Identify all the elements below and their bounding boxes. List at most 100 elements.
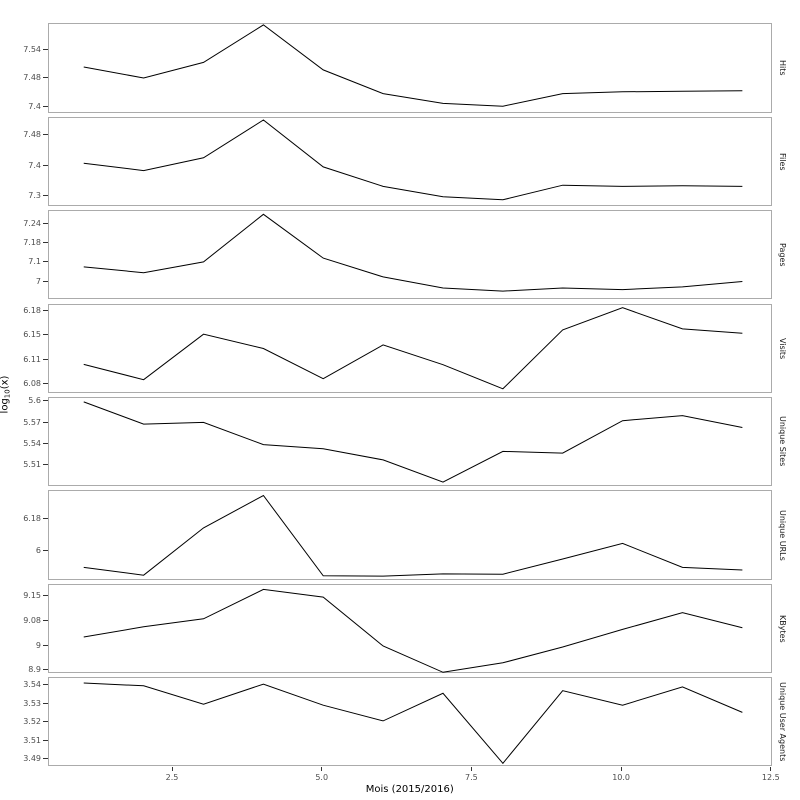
y-tick-label: 3.54 — [23, 680, 41, 690]
y-tick-label: 7.4 — [28, 102, 41, 112]
y-tick-label: 6.18 — [23, 306, 41, 316]
data-line-unique-urls — [83, 495, 742, 577]
y-tick-mark — [43, 358, 48, 360]
y-tick-label: 7.48 — [23, 130, 41, 139]
strip-label-unique-urls: Unique URLs — [778, 509, 787, 561]
y-tick-label: 3.52 — [23, 717, 41, 727]
y-tick-mark — [43, 382, 48, 384]
y-tick-label: 7.48 — [23, 73, 41, 83]
x-tick-mark — [171, 766, 173, 771]
y-tick-mark — [43, 443, 48, 444]
y-tick-label: 7.3 — [28, 191, 41, 200]
y-tick-label: 5.51 — [23, 460, 41, 470]
y-tick-mark — [43, 242, 48, 244]
y-tick-mark — [43, 550, 48, 551]
x-tick-label: 12.5 — [761, 773, 780, 782]
panel-unique-sites — [47, 396, 772, 487]
y-tick-label: 7.54 — [23, 44, 41, 54]
panel-kbytes — [47, 583, 772, 674]
strip-label-pages: Pages — [778, 243, 787, 267]
line-plot-unique-sites — [83, 401, 742, 483]
y-tick-mark — [43, 669, 48, 671]
data-line-pages — [83, 213, 742, 292]
y-tick-label: 9.08 — [23, 615, 41, 625]
y-tick-label: 3.53 — [23, 698, 41, 708]
y-tick-label: 3.51 — [23, 735, 41, 745]
y-tick-mark — [43, 517, 48, 519]
y-tick-mark — [43, 619, 48, 621]
y-tick-mark — [43, 106, 48, 108]
y-tick-label: 5.6 — [28, 396, 41, 406]
y-tick-label: 3.49 — [23, 754, 41, 764]
y-tick-mark — [43, 684, 48, 686]
y-tick-mark — [43, 739, 48, 741]
line-plot-visits — [83, 306, 742, 389]
panel-pages — [47, 210, 772, 300]
y-tick-mark — [43, 400, 48, 402]
data-line-kbytes — [83, 588, 742, 673]
y-tick-mark — [43, 48, 48, 50]
line-plot-files — [83, 119, 742, 200]
y-tick-label: 6 — [35, 546, 41, 555]
line-plot-kbytes — [83, 588, 742, 673]
y-tick-mark — [43, 222, 48, 224]
panel-visits — [47, 303, 772, 393]
y-tick-mark — [43, 702, 48, 704]
data-line-visits — [83, 306, 742, 389]
line-plot-hits — [83, 24, 742, 107]
strip-label-hits: Hits — [778, 60, 787, 76]
data-line-hits — [83, 24, 742, 107]
strip-label-files: Files — [778, 152, 787, 171]
y-tick-label: 6.08 — [23, 378, 41, 388]
data-line-files — [83, 119, 742, 200]
y-tick-mark — [43, 758, 48, 760]
y-tick-label: 5.57 — [23, 417, 41, 427]
y-tick-label: 7.18 — [23, 238, 41, 248]
y-tick-label: 7.4 — [28, 160, 41, 170]
line-plot-unique-urls — [83, 495, 742, 577]
strip-label-unique-sites: Unique Sites — [778, 416, 787, 467]
y-tick-mark — [43, 195, 48, 196]
y-tick-mark — [43, 164, 48, 166]
line-plot-unique-user-agents — [83, 682, 743, 765]
x-tick-label: 7.5 — [465, 773, 478, 782]
y-tick-mark — [43, 134, 48, 135]
data-line-unique-sites — [83, 401, 742, 483]
x-axis-title: Mois (2015/2016) — [365, 783, 454, 795]
y-tick-label: 7 — [35, 276, 41, 286]
data-line-unique-user-agents — [83, 682, 743, 765]
y-tick-label: 9 — [35, 640, 41, 650]
x-tick-label: 2.5 — [165, 773, 179, 782]
x-tick-label: 10.0 — [612, 773, 630, 782]
y-tick-label: 6.15 — [23, 330, 41, 340]
panel-unique-user-agents — [47, 677, 772, 767]
line-plot-pages — [83, 213, 742, 292]
panel-hits — [47, 23, 772, 113]
y-tick-label: 9.15 — [23, 591, 41, 601]
y-tick-mark — [43, 421, 48, 423]
panel-files — [47, 116, 772, 207]
y-tick-label: 7.24 — [23, 218, 41, 228]
y-tick-mark — [43, 644, 48, 646]
y-tick-mark — [43, 334, 48, 336]
y-tick-mark — [43, 721, 48, 723]
x-tick-mark — [620, 766, 622, 771]
strip-label-unique-user-agents: Unique User Agents — [778, 682, 787, 762]
y-tick-label: 7.1 — [28, 257, 41, 267]
y-tick-label: 6.18 — [23, 513, 41, 523]
x-tick-mark — [321, 766, 323, 771]
x-tick-mark — [470, 766, 472, 771]
strip-label-kbytes: KBytes — [778, 614, 787, 643]
y-tick-label: 8.9 — [28, 665, 41, 675]
y-tick-mark — [43, 261, 48, 263]
y-tick-mark — [43, 595, 48, 597]
strip-label-visits: Visits — [778, 337, 787, 359]
y-tick-mark — [43, 464, 48, 466]
y-tick-mark — [43, 77, 48, 79]
x-tick-mark — [770, 766, 772, 771]
panel-unique-urls — [47, 490, 772, 580]
x-tick-label: 5.0 — [315, 773, 329, 782]
y-tick-mark — [43, 310, 48, 312]
y-tick-label: 6.11 — [23, 354, 41, 364]
